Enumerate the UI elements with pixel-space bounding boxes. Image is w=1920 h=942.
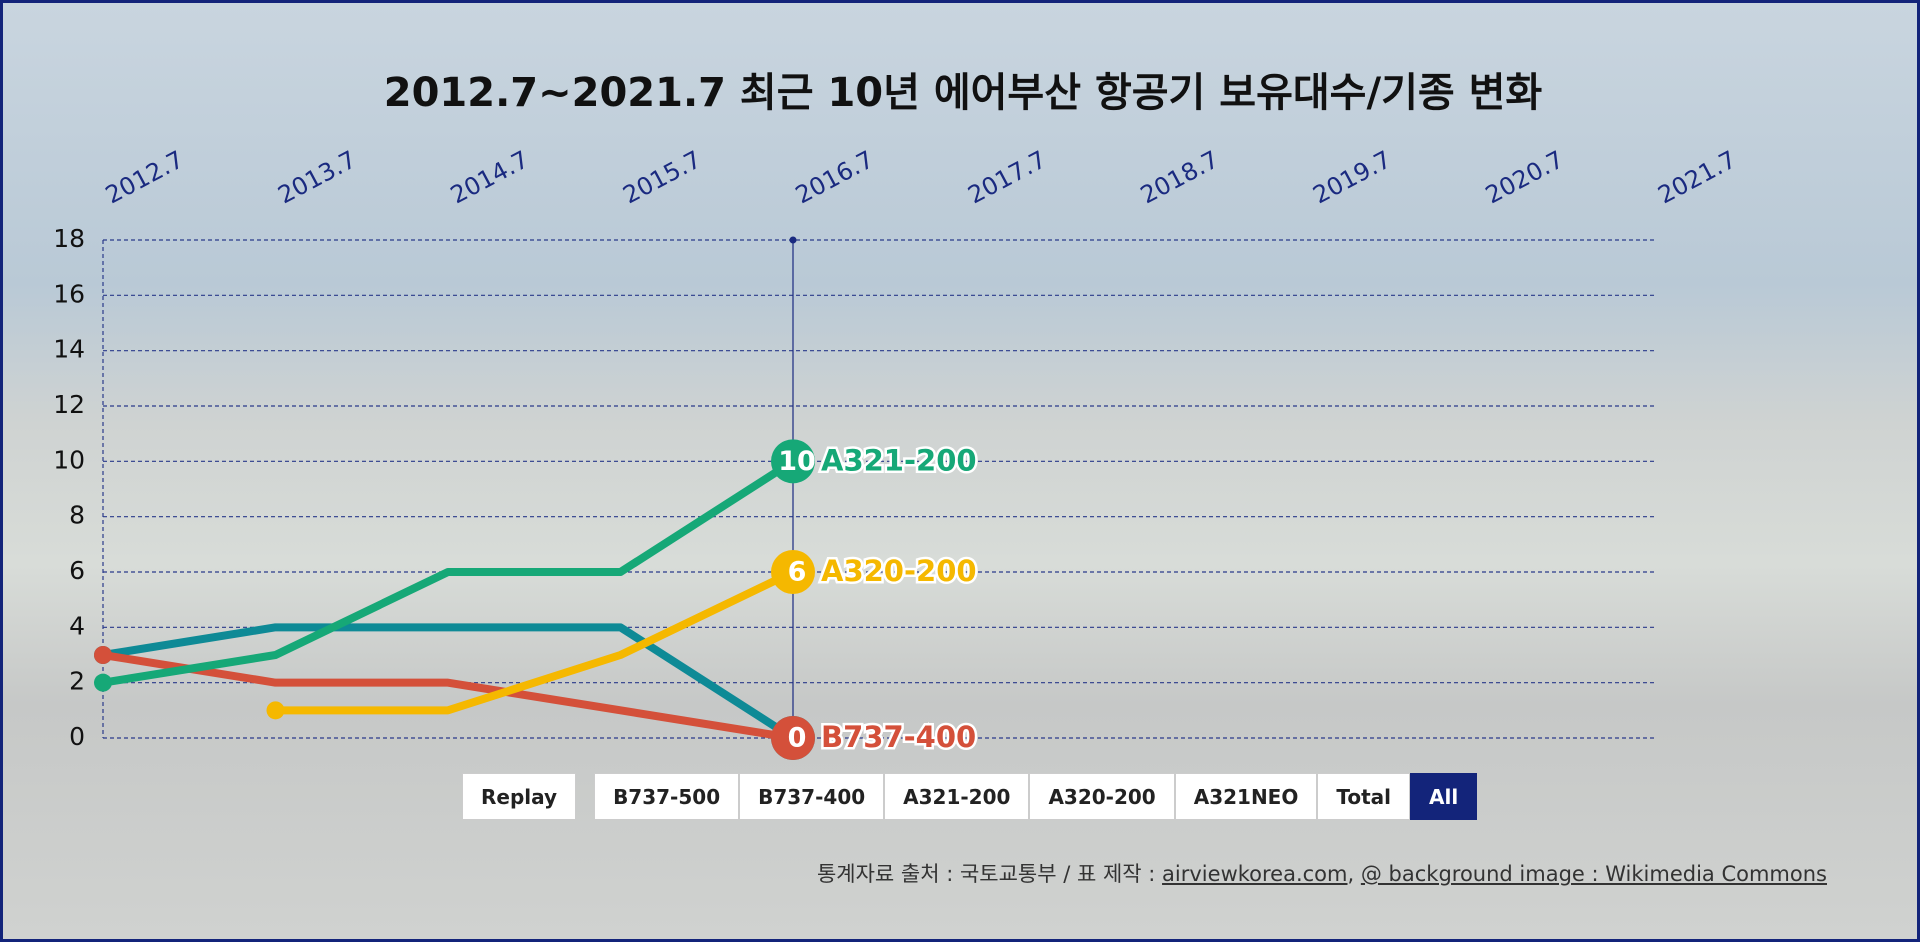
y-tick-label: 16 bbox=[53, 279, 85, 308]
filter-button[interactable]: A321NEO bbox=[1174, 773, 1318, 820]
button-bar: Replay B737-500 B737-400 A321-200 A320-200 A3… bbox=[462, 773, 1478, 820]
x-tick-label: 2020.7 bbox=[1481, 145, 1568, 209]
x-tick-label: 2021.7 bbox=[1653, 145, 1740, 209]
y-tick-label: 0 bbox=[69, 722, 85, 751]
end-value-label: 6 bbox=[788, 557, 807, 588]
y-tick-label: 4 bbox=[69, 611, 85, 640]
source-prefix: 통계자료 출처 : 국토교통부 / 표 제작 : bbox=[816, 862, 1163, 886]
source-credit[interactable]: @ background image : Wikimedia Commons bbox=[1360, 862, 1827, 886]
end-point bbox=[771, 716, 815, 760]
series-line bbox=[99, 651, 797, 742]
end-series-label: B737-400 bbox=[821, 720, 976, 754]
filter-button[interactable]: Replay bbox=[462, 773, 577, 820]
end-series-label: A321-200 bbox=[821, 443, 977, 477]
y-tick-label: 6 bbox=[69, 556, 85, 585]
y-tick-label: 14 bbox=[53, 335, 85, 364]
end-value-label: 10 bbox=[778, 446, 816, 477]
filter-button[interactable]: B737-500 bbox=[594, 773, 740, 820]
filter-button[interactable]: Total bbox=[1317, 773, 1410, 820]
chart: 2012.7~2021.7 최근 10년 에어부산 항공기 보유대수/기종 변화… bbox=[53, 70, 1741, 760]
x-tick-label: 2013.7 bbox=[273, 145, 360, 209]
x-tick-label: 2014.7 bbox=[446, 145, 533, 209]
series-line bbox=[99, 623, 797, 742]
x-tick-label: 2012.7 bbox=[101, 145, 188, 209]
y-tick-label: 8 bbox=[69, 501, 85, 530]
start-point bbox=[94, 673, 112, 692]
start-point bbox=[266, 701, 285, 720]
series-line bbox=[271, 568, 797, 715]
filter-button[interactable]: A320-200 bbox=[1029, 773, 1175, 820]
x-tick-label: 2017.7 bbox=[963, 145, 1050, 209]
end-series-label: A320-200 bbox=[821, 554, 977, 588]
y-tick-label: 10 bbox=[53, 445, 85, 474]
x-tick-label: 2015.7 bbox=[618, 145, 705, 209]
end-value-label: 0 bbox=[788, 723, 807, 754]
end-point bbox=[771, 439, 815, 484]
x-tick-label: 2016.7 bbox=[791, 145, 878, 209]
series-line bbox=[99, 457, 797, 687]
y-tick-label: 12 bbox=[53, 390, 85, 419]
filter-button[interactable]: All bbox=[1410, 773, 1478, 820]
chart-title: 2012.7~2021.7 최근 10년 에어부산 항공기 보유대수/기종 변화 bbox=[384, 70, 1543, 116]
x-tick-label: 2018.7 bbox=[1136, 145, 1223, 209]
x-tick-label: 2019.7 bbox=[1308, 145, 1395, 209]
filter-button[interactable]: B737-400 bbox=[739, 773, 885, 820]
y-tick-label: 18 bbox=[53, 224, 85, 253]
source: 통계자료 출처 : 국토교통부 / 표 제작 : airviewkorea.co… bbox=[817, 858, 1827, 888]
end-point bbox=[771, 550, 815, 594]
filter-button[interactable]: A321-200 bbox=[884, 773, 1030, 820]
y-tick-label: 2 bbox=[69, 667, 85, 696]
start-point bbox=[94, 646, 112, 664]
source-separator: , bbox=[1347, 862, 1361, 886]
source-link[interactable]: airviewkorea.com bbox=[1162, 862, 1348, 886]
cursor-dot bbox=[789, 236, 797, 244]
